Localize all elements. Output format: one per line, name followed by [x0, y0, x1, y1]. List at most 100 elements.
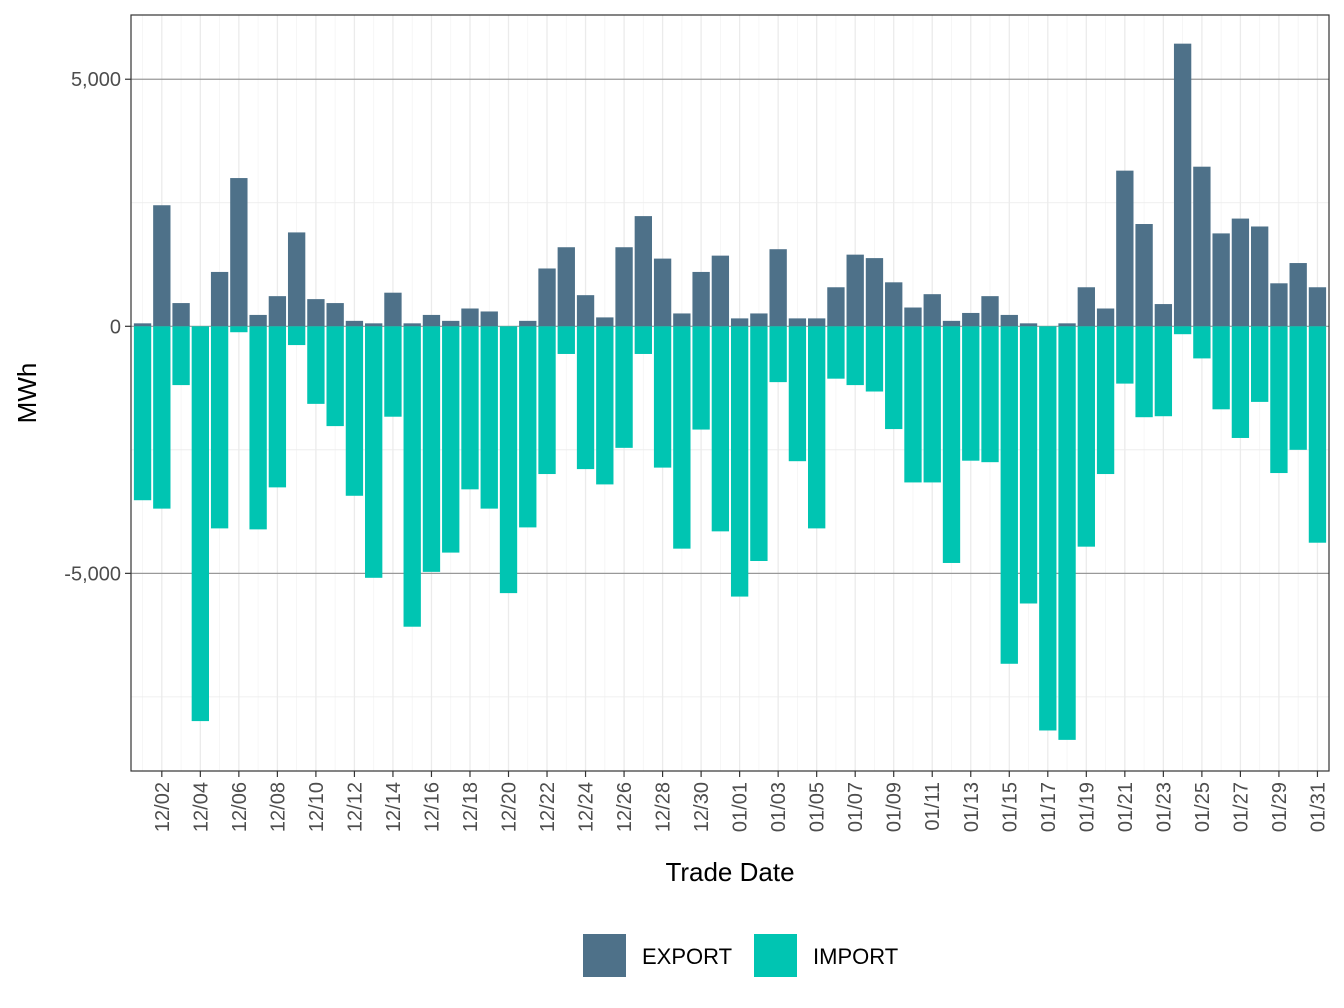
import-bar	[1000, 326, 1018, 664]
import-bar	[692, 326, 710, 430]
export-bar	[461, 308, 479, 327]
y-axis-title: MWh	[12, 363, 42, 424]
export-bar	[153, 205, 171, 327]
import-bar	[172, 326, 190, 386]
export-bar	[1289, 263, 1307, 327]
import-bar	[268, 326, 287, 488]
import-bar	[210, 326, 229, 529]
legend-label-import: IMPORT	[813, 944, 898, 969]
export-bar	[1308, 287, 1327, 327]
export-bar	[1173, 43, 1192, 327]
import-bar	[403, 326, 421, 627]
import-bar	[981, 326, 999, 463]
export-bar	[634, 216, 652, 327]
x-tick-label: 12/08	[267, 782, 289, 832]
import-bar	[1193, 326, 1211, 359]
import-bar	[615, 326, 633, 448]
import-bar	[287, 326, 306, 346]
import-bar	[885, 326, 903, 430]
y-tick-label: -5,000	[64, 563, 121, 585]
import-bar	[1270, 326, 1288, 474]
export-bar	[615, 247, 633, 327]
y-tick-label: 0	[110, 316, 121, 338]
x-tick-label: 01/27	[1230, 782, 1252, 832]
export-bar	[384, 292, 402, 327]
export-bar	[422, 314, 441, 327]
y-axis: 5,000 0 -5,000	[64, 69, 131, 585]
x-tick-label: 01/07	[845, 782, 867, 832]
import-bar	[769, 326, 787, 383]
export-bar	[1231, 218, 1250, 327]
export-bar	[576, 295, 595, 327]
import-bar	[596, 326, 614, 485]
import-bar	[923, 326, 941, 483]
legend-label-export: EXPORT	[642, 944, 732, 969]
x-tick-label: 01/11	[922, 782, 944, 831]
x-tick-label: 01/25	[1192, 782, 1214, 832]
x-tick-label: 01/01	[730, 782, 752, 832]
x-tick-label: 01/31	[1307, 782, 1329, 832]
x-tick-label: 12/06	[229, 782, 251, 832]
export-bar	[750, 313, 768, 327]
export-bar	[846, 254, 864, 327]
export-bar	[249, 314, 267, 327]
export-bar	[365, 323, 383, 327]
x-tick-label: 12/10	[306, 782, 328, 832]
export-bar	[942, 320, 961, 327]
import-bar	[557, 326, 575, 354]
x-tick-label: 12/26	[614, 782, 636, 832]
import-bar	[634, 326, 652, 354]
import-bar	[904, 326, 922, 483]
import-bar	[865, 326, 884, 392]
import-bar	[442, 326, 460, 553]
y-tick-label: 5,000	[71, 69, 121, 91]
import-bar	[846, 326, 864, 386]
panel-border	[130, 14, 1330, 772]
export-bar	[1000, 314, 1018, 327]
export-bar	[519, 320, 537, 327]
import-bar	[788, 326, 807, 462]
export-bar	[730, 318, 749, 327]
import-bar	[1289, 326, 1307, 450]
import-bar	[576, 326, 595, 470]
export-bar	[692, 271, 710, 327]
export-bar	[653, 258, 672, 327]
x-tick-label: 01/17	[1038, 782, 1060, 832]
import-bar	[1096, 326, 1115, 475]
import-bar	[384, 326, 402, 417]
import-bar	[480, 326, 498, 509]
x-tick-label: 12/04	[190, 782, 212, 832]
import-bar	[191, 326, 210, 722]
export-bar	[538, 268, 556, 327]
export-bar	[557, 247, 575, 327]
export-bar	[1212, 233, 1230, 327]
export-bar	[1193, 166, 1211, 327]
x-tick-label: 01/29	[1269, 782, 1291, 832]
export-bar	[268, 296, 287, 327]
export-bar	[230, 178, 248, 327]
x-tick-label: 12/20	[499, 782, 521, 832]
export-bar	[711, 255, 730, 327]
import-bar	[1116, 326, 1134, 384]
x-tick-label: 12/28	[653, 782, 675, 832]
export-bar	[1270, 283, 1288, 327]
x-tick-label: 01/05	[807, 782, 829, 832]
export-bar	[1058, 323, 1076, 327]
export-bar	[981, 296, 999, 327]
export-bar	[1019, 323, 1038, 327]
legend-swatch-import	[754, 934, 797, 977]
export-bar	[1154, 304, 1173, 327]
import-bar	[1039, 326, 1057, 731]
import-bar	[499, 326, 518, 594]
export-bar	[923, 294, 941, 327]
import-bar	[1058, 326, 1076, 740]
import-bar	[538, 326, 556, 475]
export-bar	[827, 287, 845, 327]
import-bar	[827, 326, 845, 379]
import-bar	[653, 326, 672, 468]
x-tick-label: 12/18	[460, 782, 482, 832]
export-bar	[1077, 287, 1095, 327]
export-bar	[962, 312, 980, 327]
x-axis: 12/02 12/04 12/06 12/08 12/10 12/12 12/14 12/16…	[152, 771, 1329, 832]
